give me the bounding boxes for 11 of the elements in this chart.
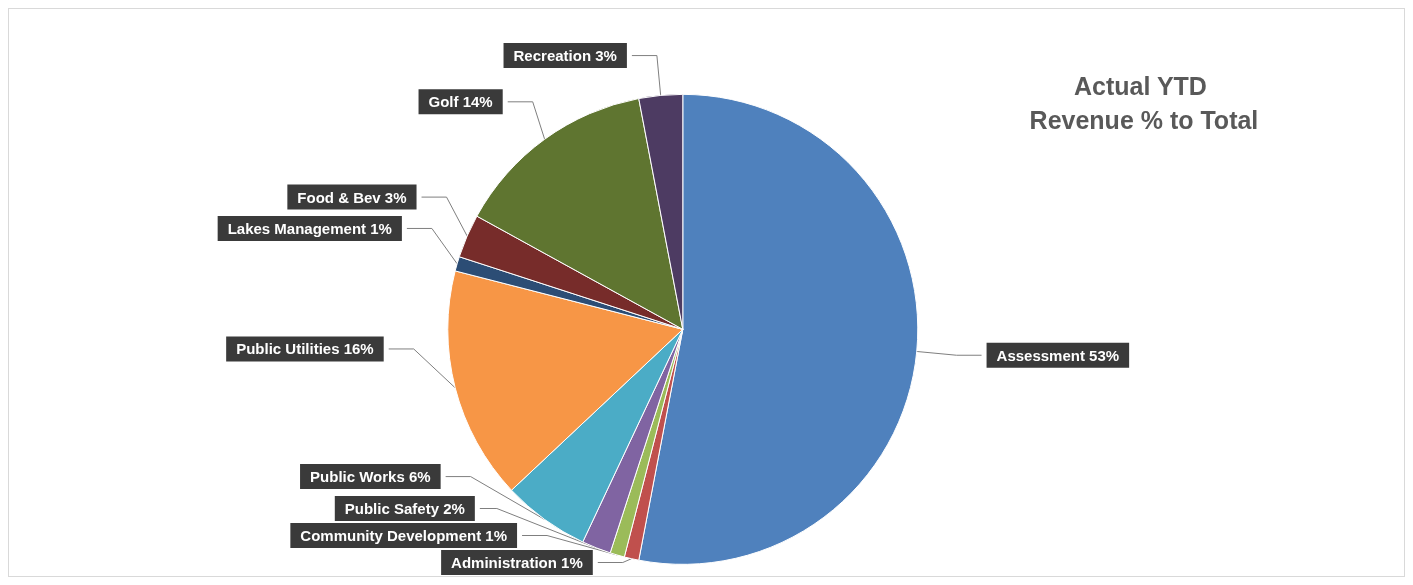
slice-label: Public Safety 2% (344, 500, 465, 517)
slice-label: Public Utilities 16% (236, 340, 374, 358)
slice-label: Administration 1% (451, 554, 583, 571)
slice-label: Lakes Management 1% (227, 219, 392, 237)
slice-label: Assessment 53% (996, 346, 1120, 364)
slice-label: Recreation 3% (513, 47, 617, 65)
slice-label: Public Works 6% (310, 468, 431, 486)
slice-label: Food & Bev 3% (297, 188, 407, 206)
slice-label: Community Development 1% (300, 527, 508, 544)
text: Actual YTD Revenue % to Total (1029, 72, 1259, 134)
slice-label: Golf 14% (428, 93, 493, 111)
